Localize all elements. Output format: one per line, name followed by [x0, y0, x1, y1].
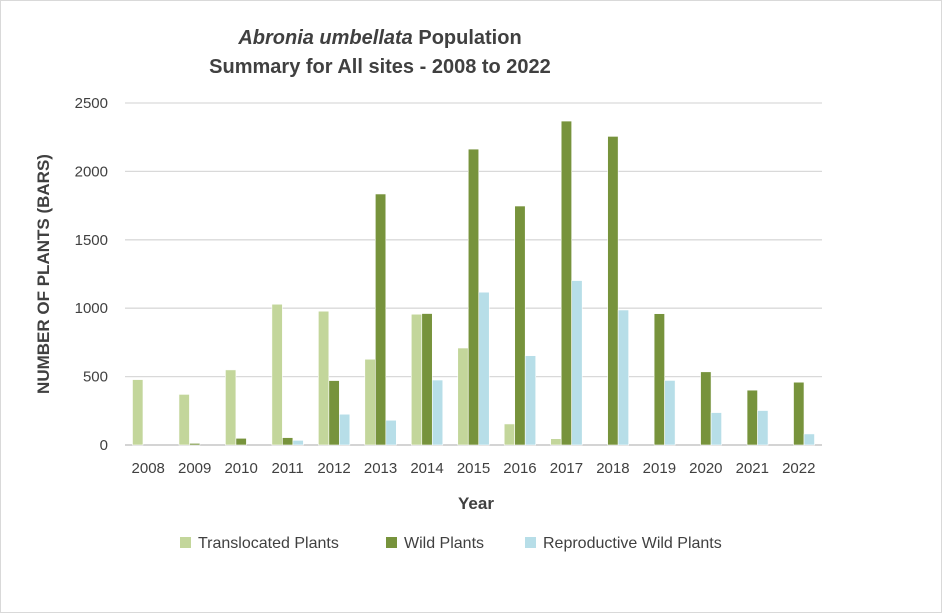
y-tick-label: 1500 [75, 232, 108, 249]
bar-wild-plants-2009 [189, 443, 201, 446]
x-tick-label: 2016 [503, 460, 536, 477]
title-species: Abronia umbellata [238, 27, 413, 49]
bar-wild-plants-2015 [467, 148, 480, 446]
bar-wild-plants-2020 [700, 371, 712, 446]
x-tick-label: 2017 [550, 460, 583, 477]
x-tick-label: 2022 [782, 460, 815, 477]
title-line2: Summary for All sites - 2008 to 2022 [209, 56, 551, 78]
bar-translocated-plants-2017 [550, 438, 562, 446]
legend-label: Translocated Plants [198, 535, 339, 552]
bar-reproductive-wild-plants-2021 [757, 410, 769, 446]
bar-wild-plants-2022 [793, 381, 805, 446]
bar-wild-plants-2021 [746, 389, 758, 446]
legend-swatch [386, 537, 397, 548]
y-tick-label: 500 [83, 369, 108, 386]
legend-label: Reproductive Wild Plants [543, 535, 722, 552]
x-tick-label: 2013 [364, 460, 397, 477]
x-tick-label: 2018 [596, 460, 629, 477]
bar-reproductive-wild-plants-2020 [710, 412, 722, 446]
bar-translocated-plants-2013 [364, 358, 376, 446]
chart-title: Abronia umbellata Population Summary for… [170, 24, 590, 82]
x-axis-label: Year [458, 494, 494, 513]
bar-wild-plants-2019 [653, 313, 665, 446]
bar-reproductive-wild-plants-2011 [292, 440, 304, 446]
bar-reproductive-wild-plants-2022 [803, 433, 815, 446]
bar-translocated-plants-2015 [457, 347, 469, 446]
legend-swatch [525, 537, 536, 548]
bar-reproductive-wild-plants-2014 [431, 379, 444, 446]
bar-reproductive-wild-plants-2017 [571, 280, 583, 446]
bar-wild-plants-2017 [560, 120, 572, 446]
y-tick-label: 1000 [75, 300, 108, 317]
legend-label: Wild Plants [404, 535, 484, 552]
x-tick-label: 2019 [643, 460, 676, 477]
y-axis-label: NUMBER OF PLANTS (BARS) [34, 154, 53, 394]
x-tick-label: 2011 [272, 460, 304, 477]
bar-reproductive-wild-plants-2015 [478, 291, 490, 446]
x-tick-label: 2012 [317, 460, 350, 477]
x-tick-label: 2008 [132, 460, 165, 477]
bar-reproductive-wild-plants-2019 [664, 380, 676, 446]
x-tick-label: 2014 [410, 460, 443, 477]
bar-translocated-plants-2016 [503, 423, 516, 446]
bar-wild-plants-2014 [421, 313, 433, 446]
bar-wild-plants-2016 [514, 205, 526, 446]
x-tick-label: 2015 [457, 460, 490, 477]
bar-wild-plants-2013 [375, 193, 387, 446]
y-tick-label: 0 [100, 437, 108, 454]
bar-reproductive-wild-plants-2012 [339, 413, 351, 446]
legend-swatch [180, 537, 191, 548]
bar-reproductive-wild-plants-2013 [385, 419, 397, 446]
bar-translocated-plants-2008 [132, 379, 144, 446]
bar-translocated-plants-2009 [178, 394, 190, 446]
x-tick-label: 2021 [736, 460, 769, 477]
x-tick-label: 2010 [224, 460, 257, 477]
bar-wild-plants-2012 [328, 380, 340, 446]
bar-translocated-plants-2011 [271, 303, 283, 446]
bar-wild-plants-2010 [235, 437, 247, 446]
y-tick-label: 2000 [75, 163, 108, 180]
bar-translocated-plants-2014 [410, 313, 423, 446]
bar-reproductive-wild-plants-2016 [524, 355, 537, 446]
bar-reproductive-wild-plants-2018 [617, 309, 629, 446]
bar-wild-plants-2018 [607, 136, 619, 446]
title-rest: Population [412, 27, 522, 49]
y-tick-label: 2500 [75, 95, 108, 112]
x-tick-label: 2009 [178, 460, 211, 477]
bar-translocated-plants-2010 [225, 369, 237, 446]
x-tick-label: 2020 [689, 460, 722, 477]
bar-wild-plants-2011 [282, 437, 294, 446]
bar-translocated-plants-2012 [318, 310, 330, 446]
